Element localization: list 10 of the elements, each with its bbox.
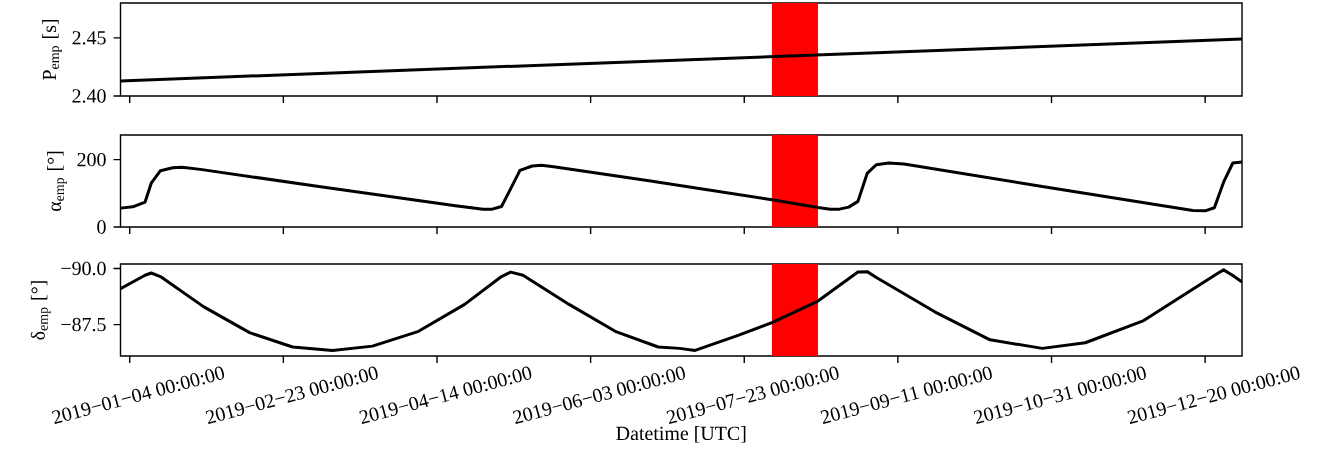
y-axis-title: P$_{emp}$ [s] [42,19,62,80]
y-tick-label: 2.40 [72,89,106,103]
y-tick-label: 0 [97,220,106,234]
y-axis-title: α$_{emp}$ [°] [47,151,67,212]
x-axis-title: Datetime [UTC] [616,426,746,443]
y-tick-label: 200 [77,152,106,167]
y-tick-label: 2.45 [72,31,106,45]
y-axis-title: δ$_{emp}$ [°] [30,281,51,340]
y-tick-label: −90.0 [61,261,106,276]
y-tick-label: −87.5 [61,317,106,332]
